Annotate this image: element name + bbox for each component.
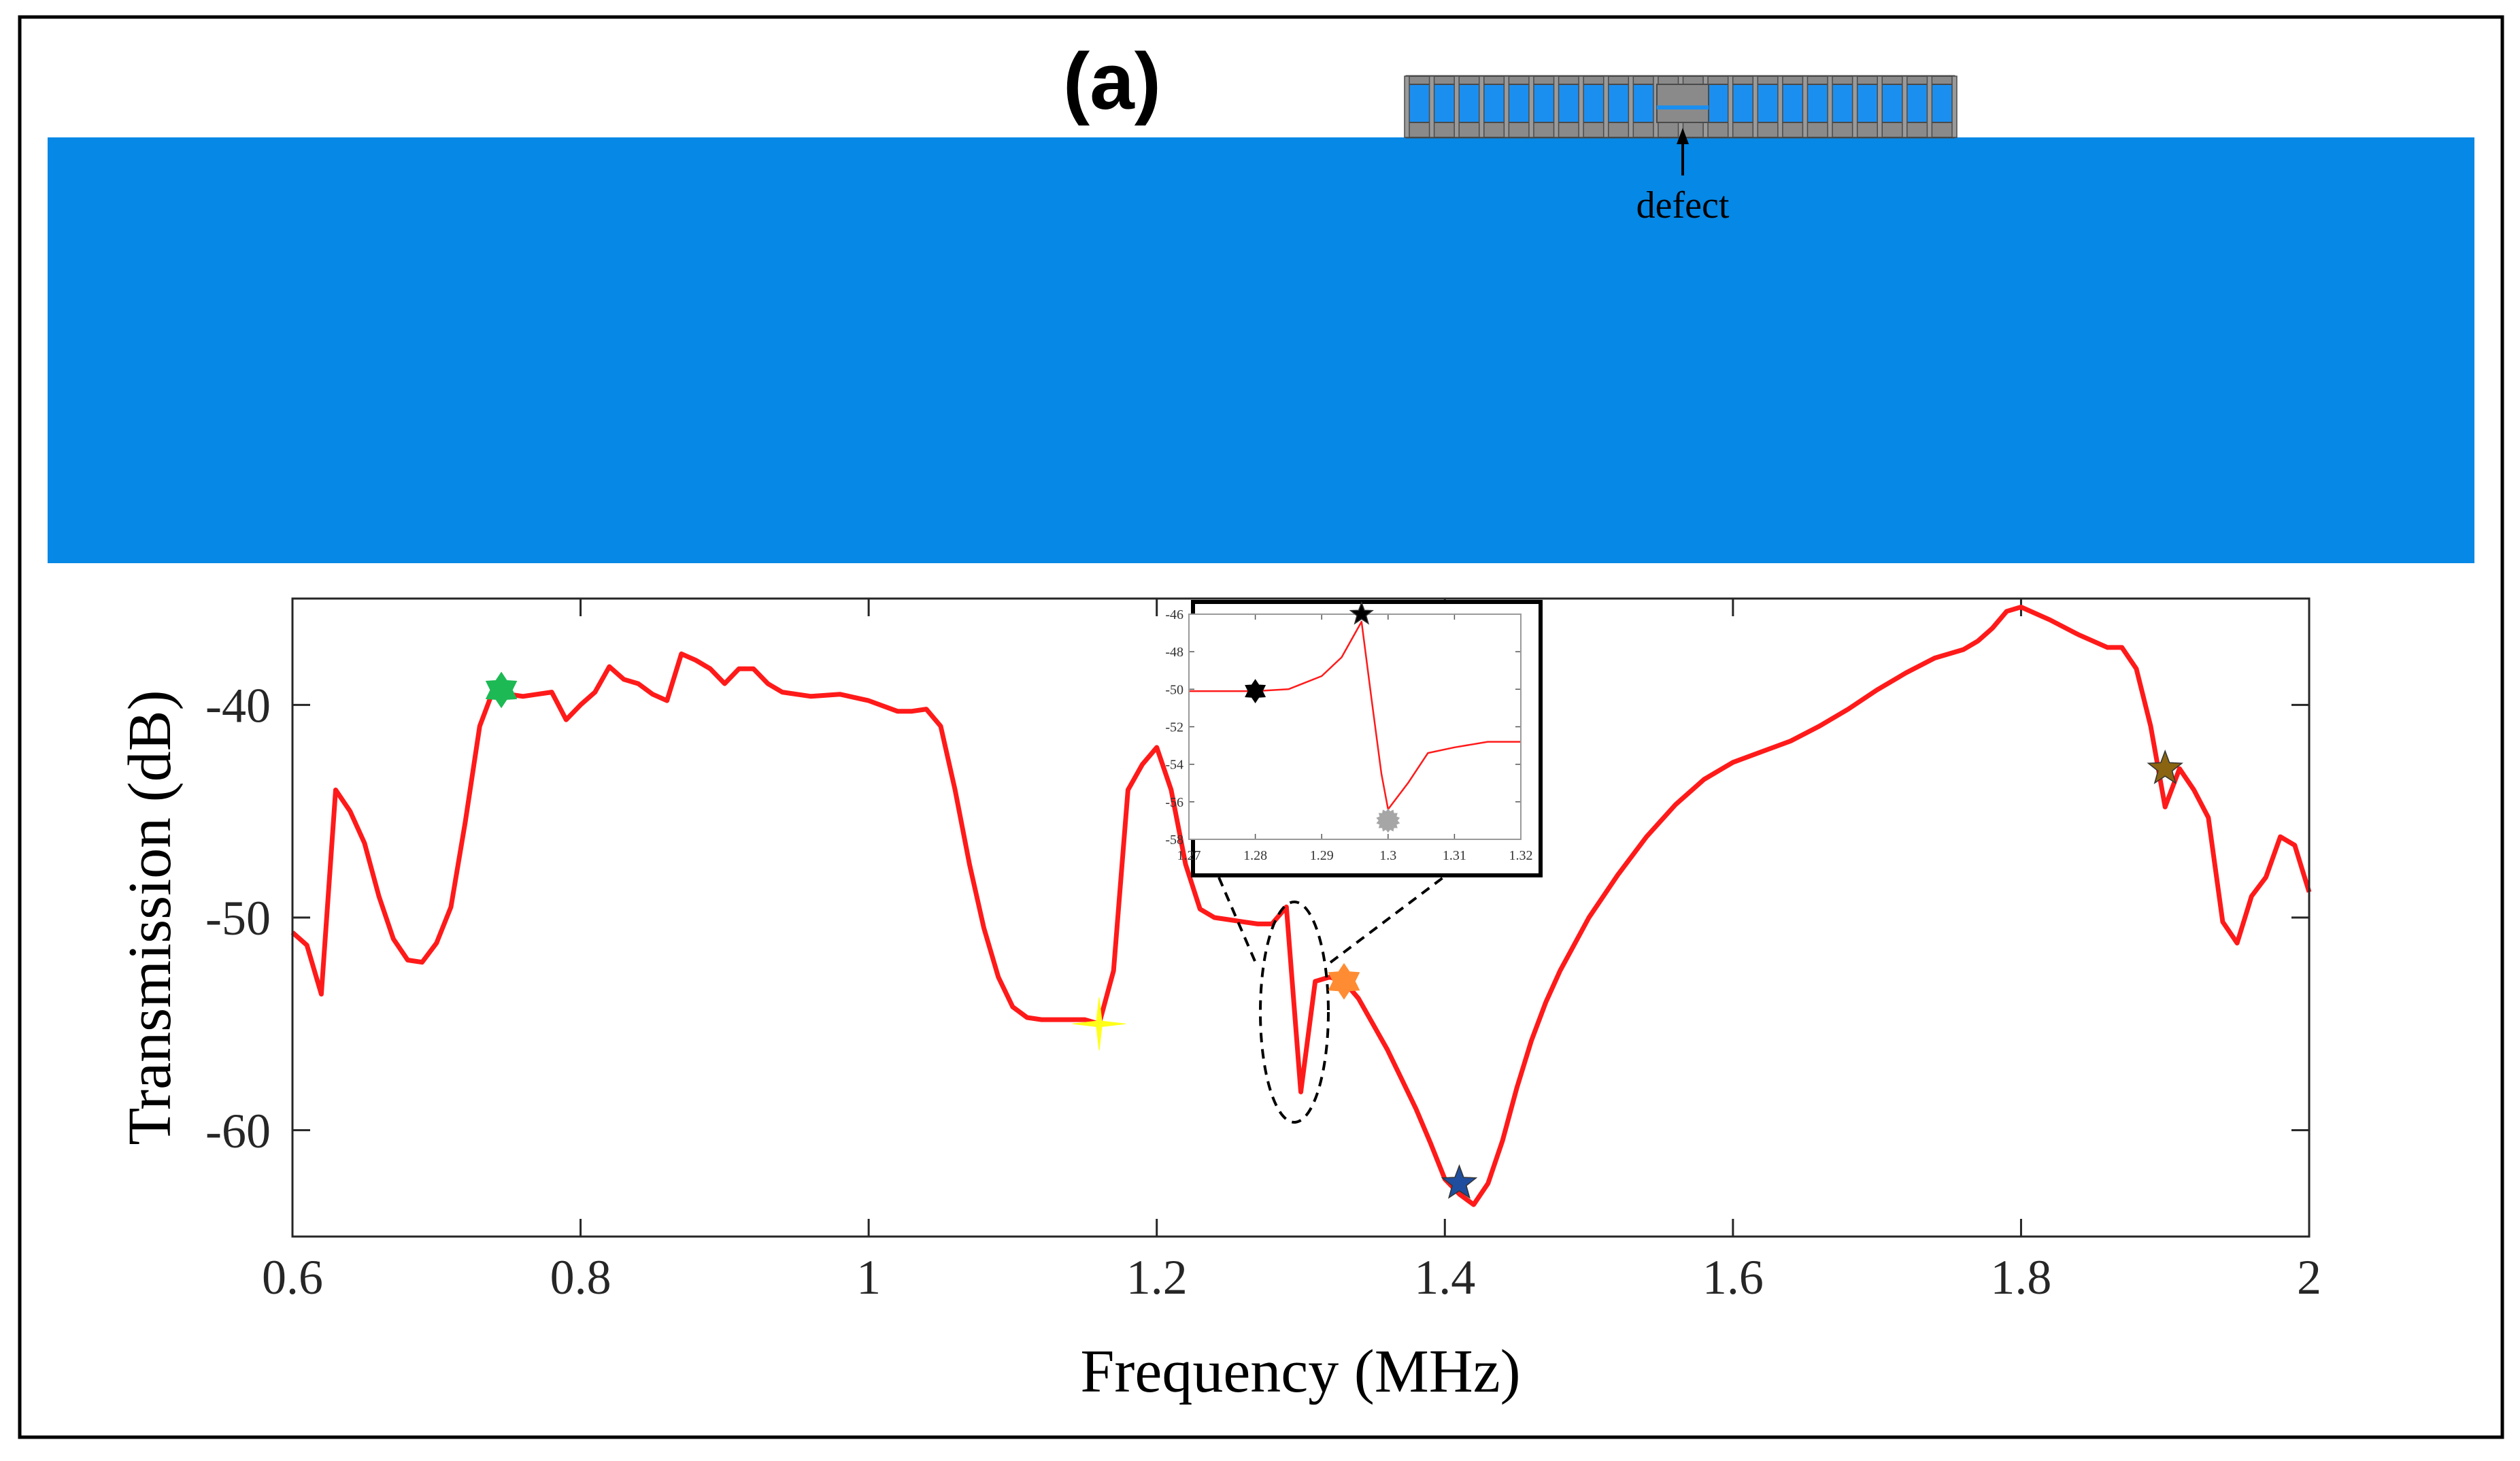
inset-black-hexagram xyxy=(1245,679,1266,703)
main-axes-box xyxy=(291,597,2311,1238)
inset-gray-sun xyxy=(1376,808,1400,833)
main-series xyxy=(290,605,2312,1207)
inset-ytick-label: -50 xyxy=(1165,682,1183,697)
main-xtick-label: 2 xyxy=(2297,1250,2321,1305)
brown-marker xyxy=(2147,749,2183,784)
green-marker xyxy=(485,671,518,709)
structure-rib xyxy=(1926,75,1933,138)
main-xtick-label: 0.8 xyxy=(550,1250,611,1305)
structure-rib xyxy=(1428,75,1435,138)
zoom-ellipse xyxy=(1259,901,1330,1124)
structure-rib xyxy=(1877,75,1883,138)
inset-ytick-label: -48 xyxy=(1165,645,1183,660)
inset-xtick-label: 1.28 xyxy=(1243,848,1267,863)
orange-marker xyxy=(1328,962,1360,1000)
main-axis-ticks: 0.6 0.8 1 1.2 1.4 1.6 1.8 2 -60 -50 -40 xyxy=(205,599,2321,1305)
panel-label: (a) xyxy=(1063,37,1161,127)
blue-marker xyxy=(1441,1164,1478,1199)
inset-xtick-label: 1.29 xyxy=(1310,848,1334,863)
defect-arrow xyxy=(1677,128,1689,175)
main-ytick-label: -40 xyxy=(205,679,271,733)
structure-rib xyxy=(1454,75,1460,138)
zoom-leader-right xyxy=(1329,876,1445,964)
yellow-marker xyxy=(1072,997,1126,1051)
structure-rib xyxy=(1951,75,1958,138)
inset-axis-ticks: 1.27 1.28 1.29 1.3 1.31 1.32 -46 -48 -50 -52 -54 -5… xyxy=(1165,607,1532,863)
inset-ytick-label: -52 xyxy=(1165,720,1183,735)
substrate-block xyxy=(48,137,2474,563)
inset-xtick-label: 1.27 xyxy=(1177,848,1201,863)
main-xtick-label: 1.2 xyxy=(1126,1250,1188,1305)
main-xtick-label: 1 xyxy=(856,1250,881,1305)
inset-markers xyxy=(1245,601,1400,833)
main-markers xyxy=(485,671,2183,1199)
inset-ytick-label: -46 xyxy=(1165,607,1183,622)
structure-rib xyxy=(1902,75,1908,138)
inset-chart: 1.27 1.28 1.29 1.3 1.31 1.32 -46 -48 -50 -52 -54 -5… xyxy=(1165,600,1543,877)
structure-rib xyxy=(1602,75,1609,138)
structure-rib xyxy=(1851,75,1858,138)
structure-rib xyxy=(1802,75,1809,138)
main-xtick-label: 0.6 xyxy=(262,1250,323,1305)
main-xtick-label: 1.6 xyxy=(1702,1250,1764,1305)
main-xtick-label: 1.8 xyxy=(1990,1250,2051,1305)
x-axis-label: Frequency (MHz) xyxy=(1080,1338,1520,1405)
structure-rib xyxy=(1578,75,1584,138)
structure-rib xyxy=(1777,75,1783,138)
inset-series-line xyxy=(1189,620,1521,811)
defect-cell xyxy=(1656,84,1709,123)
inset-black-star xyxy=(1349,601,1374,625)
main-xtick-label: 1.4 xyxy=(1414,1250,1475,1305)
phononic-crystal-structure xyxy=(1404,75,1958,139)
inset-xtick-label: 1.31 xyxy=(1443,848,1466,863)
structure-rib xyxy=(1553,75,1560,138)
structure-rib xyxy=(1827,75,1833,138)
main-series-line xyxy=(290,605,2312,1207)
main-chart: 0.6 0.8 1 1.2 1.4 1.6 1.8 2 -60 -50 -40 Frequency … xyxy=(116,597,2321,1405)
inset-plot-area xyxy=(1189,614,1521,839)
y-axis-label: Transmission (dB) xyxy=(116,690,184,1145)
inset-xtick-label: 1.3 xyxy=(1379,848,1396,863)
inset-ytick-label: -56 xyxy=(1165,795,1183,810)
main-ytick-label: -60 xyxy=(205,1104,271,1158)
defect-label: defect xyxy=(1636,184,1730,226)
inset-xtick-label: 1.32 xyxy=(1509,848,1533,863)
main-ytick-label: -50 xyxy=(205,891,271,945)
inset-series xyxy=(1189,620,1521,811)
inset-ytick-label: -54 xyxy=(1165,758,1183,773)
structure-rib xyxy=(1752,75,1759,138)
structure-rib xyxy=(1727,75,1734,138)
structure-rib xyxy=(1628,75,1634,138)
structure-rib xyxy=(1404,75,1410,138)
structure-rib xyxy=(1479,75,1485,138)
inset-ytick-label: -58 xyxy=(1165,833,1183,847)
structure-rib xyxy=(1503,75,1510,138)
zoom-callout xyxy=(1217,876,1445,1124)
structure-rib xyxy=(1528,75,1534,138)
